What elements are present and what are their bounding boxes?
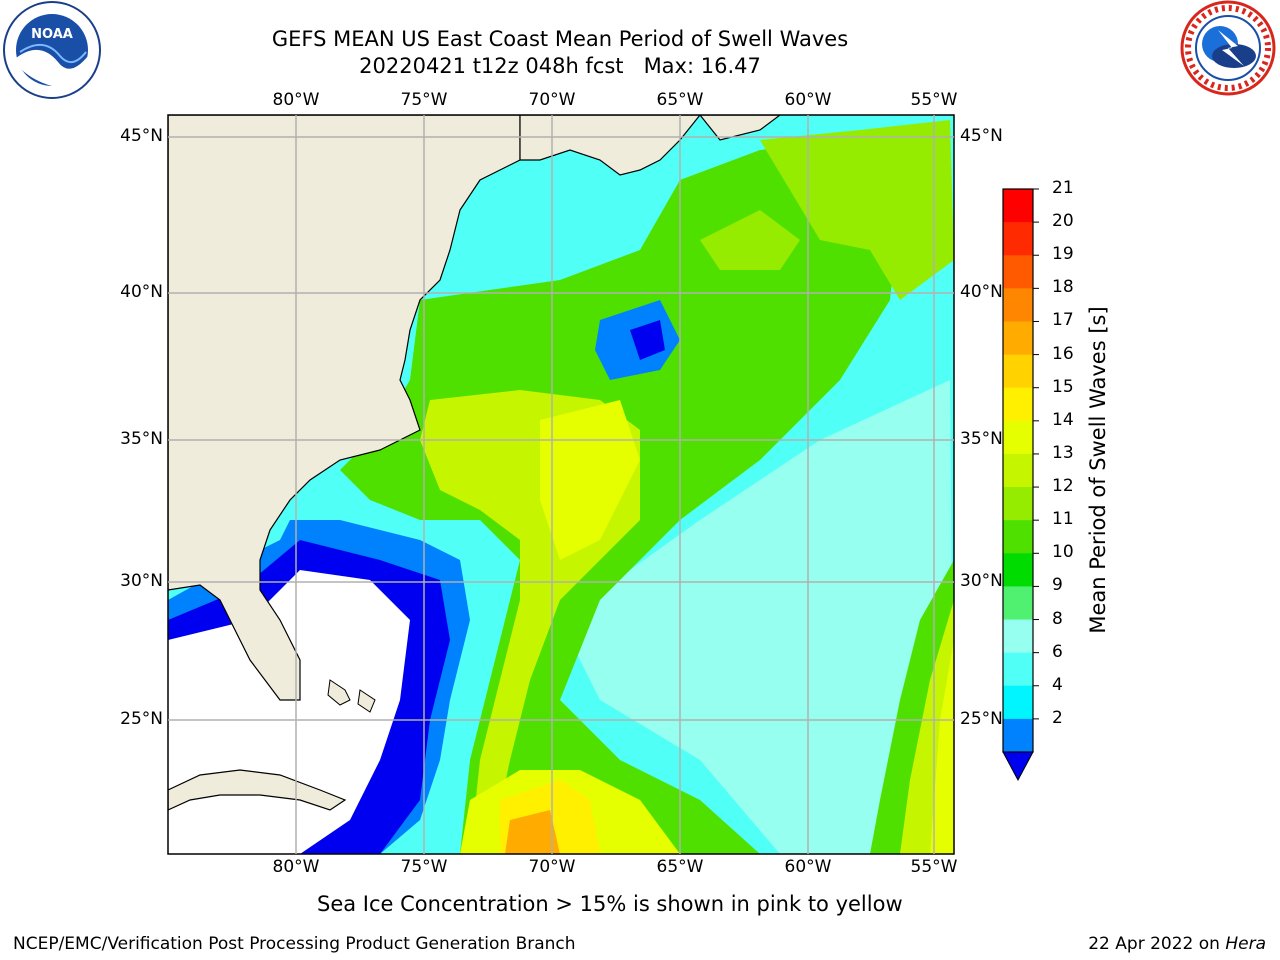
lon-label-bottom-60w: 60°W bbox=[784, 857, 832, 877]
colorbar-tick-label: 12 bbox=[1052, 476, 1074, 497]
lon-label-bottom-80w: 80°W bbox=[272, 857, 320, 877]
colorbar-bin bbox=[1003, 487, 1033, 521]
colorbar bbox=[1002, 188, 1039, 782]
colorbar-bin bbox=[1003, 189, 1033, 223]
lon-label-bottom-55w: 55°W bbox=[910, 857, 958, 877]
colorbar-bin bbox=[1003, 387, 1033, 422]
lat-label-right-30n: 30°N bbox=[960, 571, 1003, 591]
lon-label-bottom-65w: 65°W bbox=[656, 857, 704, 877]
lon-label-top-80w: 80°W bbox=[272, 90, 320, 110]
colorbar-bin bbox=[1003, 520, 1033, 554]
lat-label-left-40n: 40°N bbox=[120, 282, 163, 302]
colorbar-tick-label: 2 bbox=[1052, 707, 1063, 728]
noaa-logo-text: NOAA bbox=[31, 27, 73, 42]
graticule bbox=[168, 115, 954, 854]
us-east-coast-land bbox=[168, 115, 521, 701]
colorbar-bin bbox=[1003, 553, 1033, 587]
lat-label-right-40n: 40°N bbox=[960, 282, 1003, 302]
nws-logo bbox=[1178, 0, 1278, 100]
lon-label-top-75w: 75°W bbox=[400, 90, 448, 110]
lat-label-left-30n: 30°N bbox=[120, 571, 163, 591]
lat-label-right-25n: 25°N bbox=[960, 709, 1003, 729]
colorbar-bin bbox=[1003, 652, 1033, 687]
date-stamp: 22 Apr 2022 on Hera bbox=[1088, 934, 1266, 954]
colorbar-tick-label: 19 bbox=[1052, 244, 1074, 265]
colorbar-extend-triangle bbox=[1002, 751, 1034, 782]
date-stamp-host: Hera bbox=[1225, 934, 1266, 954]
colorbar-tick-label: 17 bbox=[1052, 310, 1074, 331]
colorbar-bin bbox=[1003, 321, 1033, 356]
lat-label-left-35n: 35°N bbox=[120, 429, 163, 449]
map-title: GEFS MEAN US East Coast Mean Period of S… bbox=[271, 27, 849, 51]
colorbar-tick-label: 18 bbox=[1052, 277, 1074, 298]
forecast-subtitle: 20220421 t12z 048h fcst Max: 16.47 bbox=[359, 54, 761, 78]
colorbar-bin bbox=[1003, 453, 1033, 488]
map-frame bbox=[167, 114, 955, 855]
colorbar-tick-label: 10 bbox=[1052, 542, 1074, 563]
lat-label-right-35n: 35°N bbox=[960, 429, 1003, 449]
colorbar-tick-label: 9 bbox=[1052, 575, 1063, 596]
maritimes-land bbox=[519, 115, 701, 176]
colorbar-bin bbox=[1003, 288, 1033, 322]
colorbar-tick-label: 11 bbox=[1052, 509, 1074, 530]
colorbar-bin bbox=[1003, 222, 1033, 256]
colorbar-tick-label: 13 bbox=[1052, 442, 1074, 463]
colorbar-bin bbox=[1003, 619, 1033, 654]
colorbar-tick-label: 20 bbox=[1052, 211, 1074, 232]
lat-label-left-25n: 25°N bbox=[120, 709, 163, 729]
lon-label-top-60w: 60°W bbox=[784, 90, 832, 110]
colorbar-bin bbox=[1003, 718, 1033, 753]
colorbar-label: Mean Period of Swell Waves [s] bbox=[1086, 306, 1110, 634]
noaa-logo: NOAA bbox=[0, 0, 104, 100]
colorbar-tick-label: 4 bbox=[1052, 674, 1063, 695]
cuba-land bbox=[168, 769, 347, 811]
colorbar-bin bbox=[1003, 420, 1033, 455]
colorbar-tick-label: 16 bbox=[1052, 343, 1074, 364]
swell-max-region bbox=[505, 810, 560, 854]
colorbar-tick-label: 14 bbox=[1052, 409, 1074, 430]
lon-label-bottom-75w: 75°W bbox=[400, 857, 448, 877]
colorbar-bin bbox=[1003, 586, 1033, 621]
lon-label-bottom-70w: 70°W bbox=[528, 857, 576, 877]
colorbar-tick-label: 21 bbox=[1052, 178, 1074, 198]
credit-line: NCEP/EMC/Verification Post Processing Pr… bbox=[13, 934, 576, 954]
colorbar-tick-label: 6 bbox=[1052, 641, 1063, 662]
lon-label-top-70w: 70°W bbox=[528, 90, 576, 110]
lat-label-right-45n: 45°N bbox=[960, 126, 1003, 146]
lon-label-top-65w: 65°W bbox=[656, 90, 704, 110]
sea-ice-footnote: Sea Ice Concentration > 15% is shown in … bbox=[317, 892, 903, 916]
lat-label-left-45n: 45°N bbox=[120, 126, 163, 146]
colorbar-frame bbox=[1002, 188, 1034, 753]
swell-region-8-9s bbox=[560, 380, 954, 854]
colorbar-bin bbox=[1003, 685, 1033, 720]
lon-label-top-55w: 55°W bbox=[910, 90, 958, 110]
colorbar-tick-label: 15 bbox=[1052, 376, 1074, 397]
colorbar-bin bbox=[1003, 354, 1033, 389]
colorbar-tick-label: 8 bbox=[1052, 608, 1063, 629]
colorbar-bin bbox=[1003, 255, 1033, 289]
date-stamp-date: 22 Apr 2022 on bbox=[1088, 934, 1220, 954]
